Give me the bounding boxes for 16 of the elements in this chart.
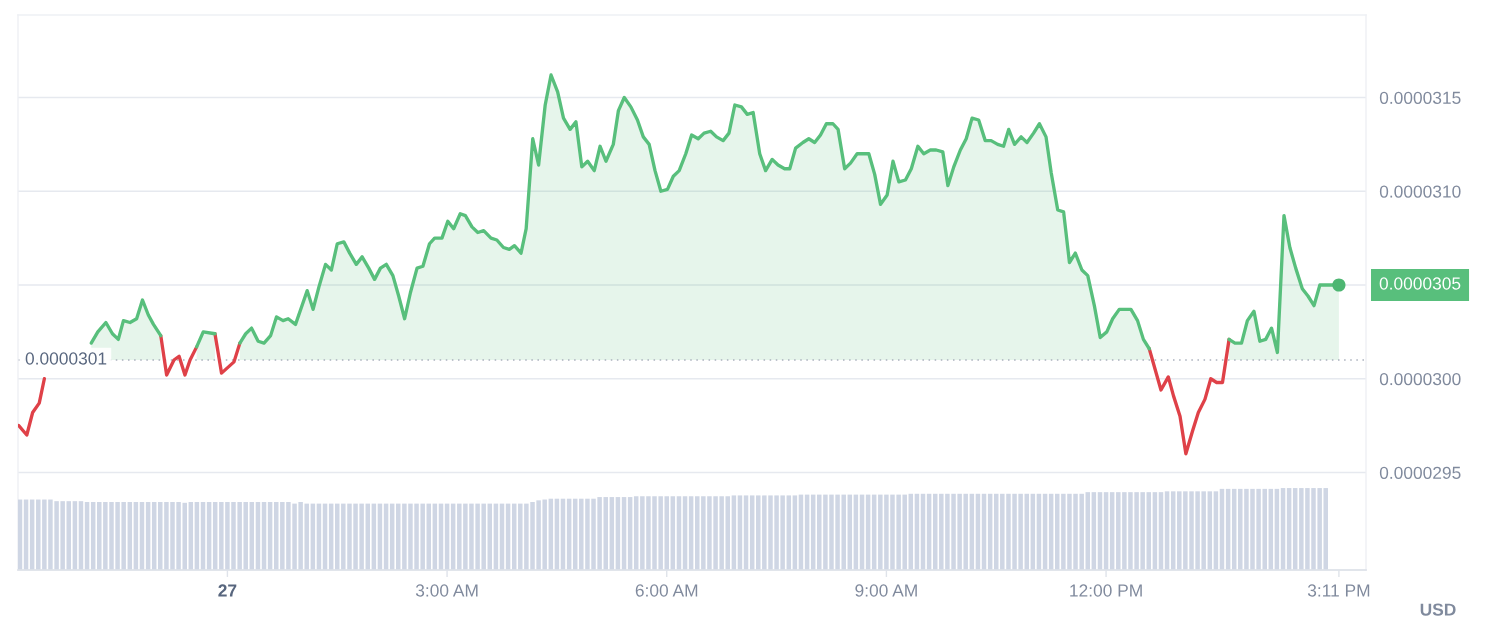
y-tick-label: 0.0000295 [1379,466,1461,479]
y-tick-label: 0.0000310 [1379,185,1461,198]
y-tick-label: 0.0000315 [1379,91,1461,104]
line-series [18,377,47,437]
y-tick-label: 0.0000300 [1379,372,1461,386]
y-axis-title: USD [1420,603,1456,616]
x-tick-label: 12:00 PM [1070,584,1142,597]
text: 0.0000305 [1379,277,1461,290]
x-tick-label: 9:00 AM [855,584,917,597]
bar [18,499,23,570]
ref-line-label: 0.0000301 [25,352,107,365]
x-tick-label: 3:11 PM [1307,584,1370,597]
text: 27 [218,584,237,597]
line-series [1147,337,1231,456]
x-tick-label: 3:00 AM [415,584,478,597]
x-tick-label: 6:00 AM [635,584,698,597]
